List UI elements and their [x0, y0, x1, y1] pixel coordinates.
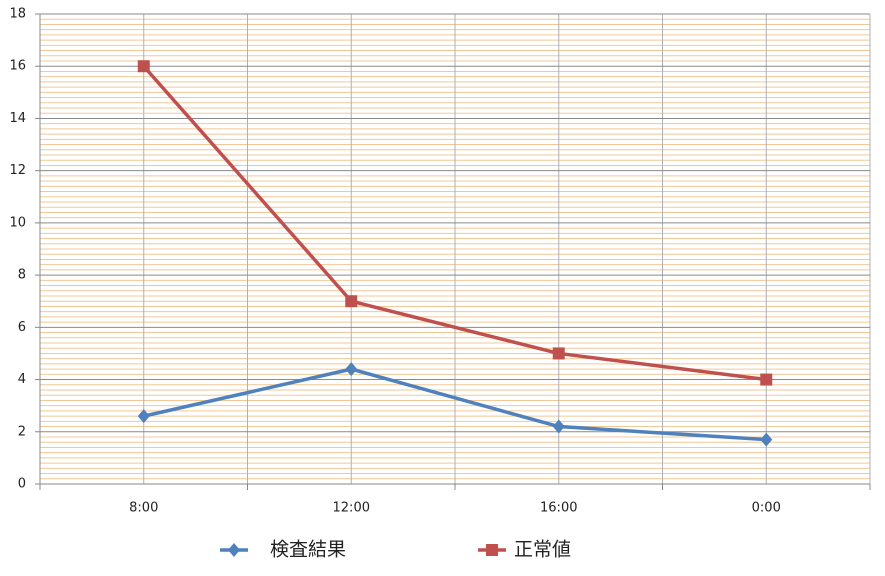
y-tick-label: 8	[18, 268, 26, 283]
data-point	[760, 373, 773, 386]
data-point	[552, 419, 565, 434]
x-tick-label: 12:00	[333, 501, 370, 516]
data-point	[137, 409, 150, 424]
y-tick-label: 6	[18, 320, 26, 335]
y-tick-label: 14	[9, 111, 26, 126]
y-tick-label: 2	[18, 424, 26, 439]
data-point	[552, 347, 565, 360]
y-tick-label: 10	[9, 215, 26, 230]
data-point	[345, 362, 358, 377]
legend-marker	[228, 543, 240, 557]
y-tick-label: 12	[9, 163, 26, 178]
data-point	[137, 60, 150, 73]
x-tick-label: 8:00	[129, 501, 158, 516]
y-tick-label: 18	[9, 7, 26, 22]
legend-label: 正常値	[514, 539, 571, 561]
legend-label: 検査結果	[270, 539, 346, 561]
series-line	[143, 367, 767, 442]
data-point	[760, 432, 773, 447]
y-tick-label: 0	[18, 477, 26, 492]
y-tick-label: 4	[18, 372, 26, 387]
x-tick-label: 16:00	[540, 501, 577, 516]
legend-marker	[486, 544, 498, 556]
x-tick-label: 0:00	[752, 501, 781, 516]
y-tick-label: 16	[9, 59, 26, 74]
series-line	[142, 65, 767, 382]
data-point	[345, 295, 358, 308]
